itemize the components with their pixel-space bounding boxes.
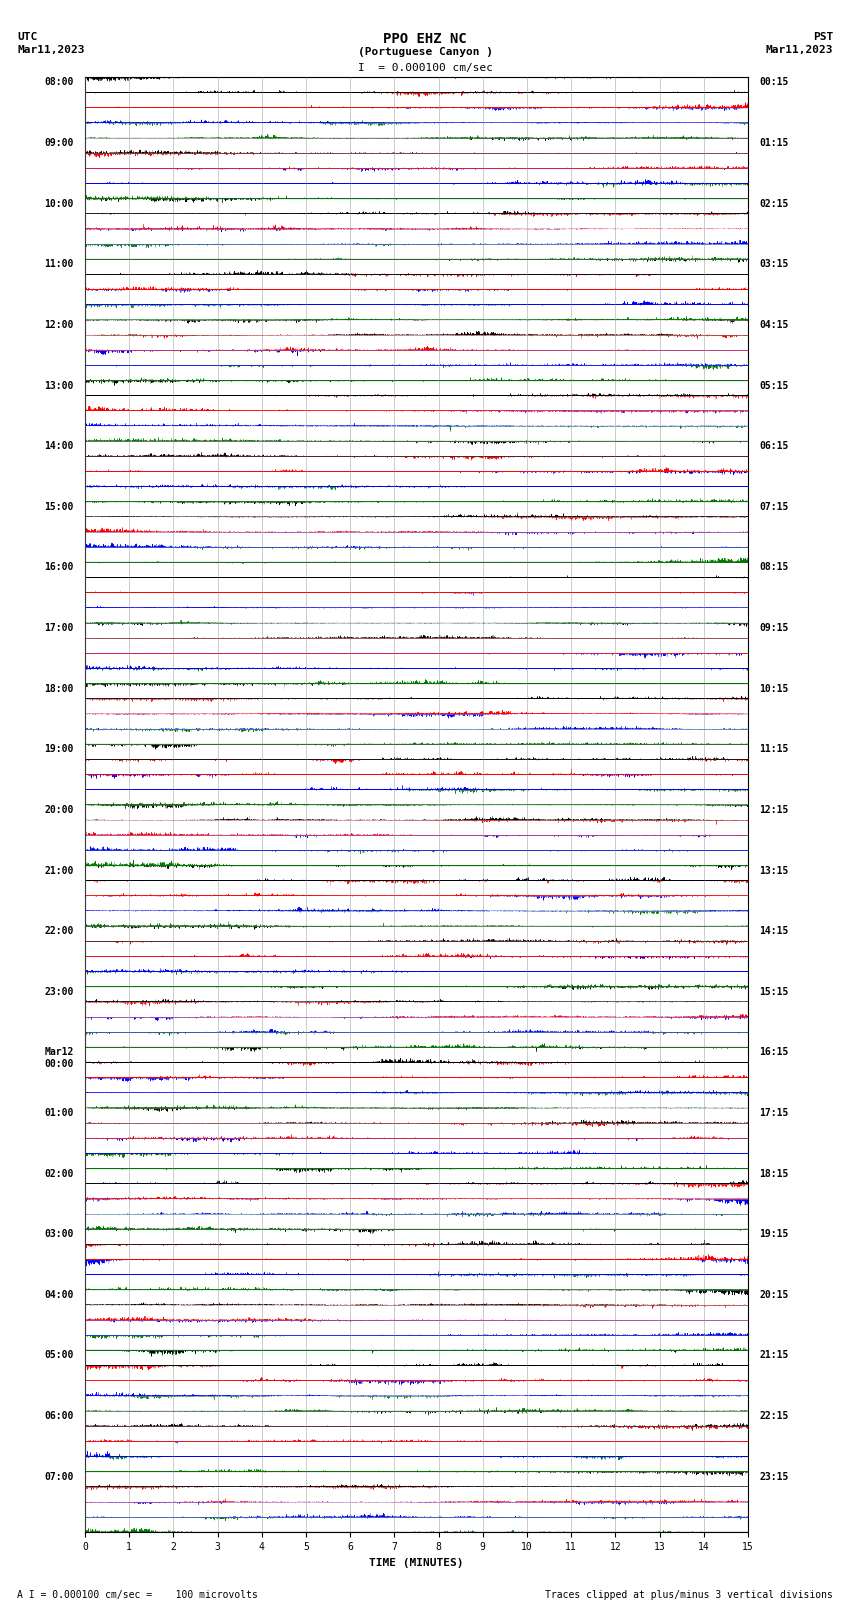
- Text: 07:15: 07:15: [759, 502, 789, 511]
- Text: 15:15: 15:15: [759, 987, 789, 997]
- Text: 21:00: 21:00: [44, 866, 74, 876]
- Text: 20:15: 20:15: [759, 1290, 789, 1300]
- Text: 03:00: 03:00: [44, 1229, 74, 1239]
- Text: 13:15: 13:15: [759, 866, 789, 876]
- Text: 18:00: 18:00: [44, 684, 74, 694]
- Text: Mar12
00:00: Mar12 00:00: [44, 1047, 74, 1069]
- Text: 05:00: 05:00: [44, 1350, 74, 1360]
- Text: (Portuguese Canyon ): (Portuguese Canyon ): [358, 47, 492, 56]
- Text: 17:15: 17:15: [759, 1108, 789, 1118]
- X-axis label: TIME (MINUTES): TIME (MINUTES): [369, 1558, 464, 1568]
- Text: 22:15: 22:15: [759, 1411, 789, 1421]
- Text: 12:15: 12:15: [759, 805, 789, 815]
- Text: 06:00: 06:00: [44, 1411, 74, 1421]
- Text: 03:15: 03:15: [759, 260, 789, 269]
- Text: 01:15: 01:15: [759, 139, 789, 148]
- Text: 01:00: 01:00: [44, 1108, 74, 1118]
- Text: PPO EHZ NC: PPO EHZ NC: [383, 32, 467, 47]
- Text: 02:15: 02:15: [759, 198, 789, 208]
- Text: 00:15: 00:15: [759, 77, 789, 87]
- Text: 10:15: 10:15: [759, 684, 789, 694]
- Text: 16:15: 16:15: [759, 1047, 789, 1058]
- Text: 19:00: 19:00: [44, 744, 74, 755]
- Text: 17:00: 17:00: [44, 623, 74, 632]
- Text: 11:00: 11:00: [44, 260, 74, 269]
- Text: UTC: UTC: [17, 32, 37, 42]
- Text: I  = 0.000100 cm/sec: I = 0.000100 cm/sec: [358, 63, 492, 73]
- Text: 14:15: 14:15: [759, 926, 789, 936]
- Text: A I = 0.000100 cm/sec =    100 microvolts: A I = 0.000100 cm/sec = 100 microvolts: [17, 1590, 258, 1600]
- Text: 14:00: 14:00: [44, 440, 74, 452]
- Text: 08:00: 08:00: [44, 77, 74, 87]
- Text: 05:15: 05:15: [759, 381, 789, 390]
- Text: Mar11,2023: Mar11,2023: [17, 45, 84, 55]
- Text: 07:00: 07:00: [44, 1471, 74, 1482]
- Text: 02:00: 02:00: [44, 1168, 74, 1179]
- Text: 15:00: 15:00: [44, 502, 74, 511]
- Text: 19:15: 19:15: [759, 1229, 789, 1239]
- Text: 22:00: 22:00: [44, 926, 74, 936]
- Text: 20:00: 20:00: [44, 805, 74, 815]
- Text: 06:15: 06:15: [759, 440, 789, 452]
- Text: 12:00: 12:00: [44, 319, 74, 331]
- Text: 23:00: 23:00: [44, 987, 74, 997]
- Text: PST: PST: [813, 32, 833, 42]
- Text: 09:15: 09:15: [759, 623, 789, 632]
- Text: 11:15: 11:15: [759, 744, 789, 755]
- Text: 23:15: 23:15: [759, 1471, 789, 1482]
- Text: Mar11,2023: Mar11,2023: [766, 45, 833, 55]
- Text: Traces clipped at plus/minus 3 vertical divisions: Traces clipped at plus/minus 3 vertical …: [545, 1590, 833, 1600]
- Text: 16:00: 16:00: [44, 563, 74, 573]
- Text: 04:15: 04:15: [759, 319, 789, 331]
- Text: 08:15: 08:15: [759, 563, 789, 573]
- Text: 21:15: 21:15: [759, 1350, 789, 1360]
- Text: 10:00: 10:00: [44, 198, 74, 208]
- Text: 18:15: 18:15: [759, 1168, 789, 1179]
- Text: 04:00: 04:00: [44, 1290, 74, 1300]
- Text: 13:00: 13:00: [44, 381, 74, 390]
- Text: 09:00: 09:00: [44, 139, 74, 148]
